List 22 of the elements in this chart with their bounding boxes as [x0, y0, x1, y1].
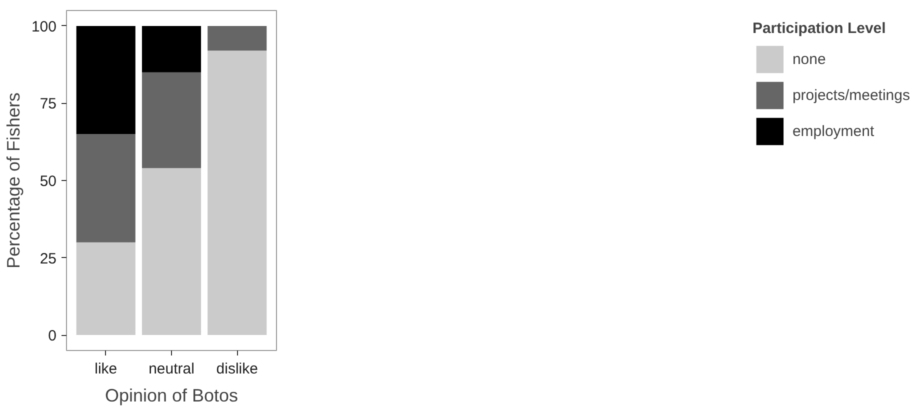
bar — [142, 72, 202, 168]
bar — [76, 26, 136, 134]
x-tick-label: neutral — [148, 360, 194, 378]
y-tick-label: 75 — [40, 96, 57, 113]
x-tick-label: like — [94, 360, 118, 378]
bar — [208, 50, 267, 336]
y-tick-label: 100 — [31, 18, 57, 36]
y-tick-label: 50 — [40, 173, 57, 190]
x-tick-label: dislike — [216, 360, 258, 378]
legend-label: employment — [792, 122, 874, 140]
bar — [208, 26, 267, 51]
bar — [142, 168, 202, 336]
y-tick-label: 25 — [40, 250, 57, 268]
x-axis-title: Opinion of Botos — [104, 386, 238, 406]
bar — [76, 242, 136, 336]
y-tick-label: 0 — [48, 328, 56, 345]
legend-title: Participation Level — [752, 20, 887, 37]
legend-label: none — [792, 50, 826, 68]
legend-label: projects/meetings — [792, 86, 910, 104]
bar — [142, 26, 202, 72]
y-axis-title: Percentage of Fishers — [3, 92, 24, 269]
bar — [76, 134, 136, 242]
